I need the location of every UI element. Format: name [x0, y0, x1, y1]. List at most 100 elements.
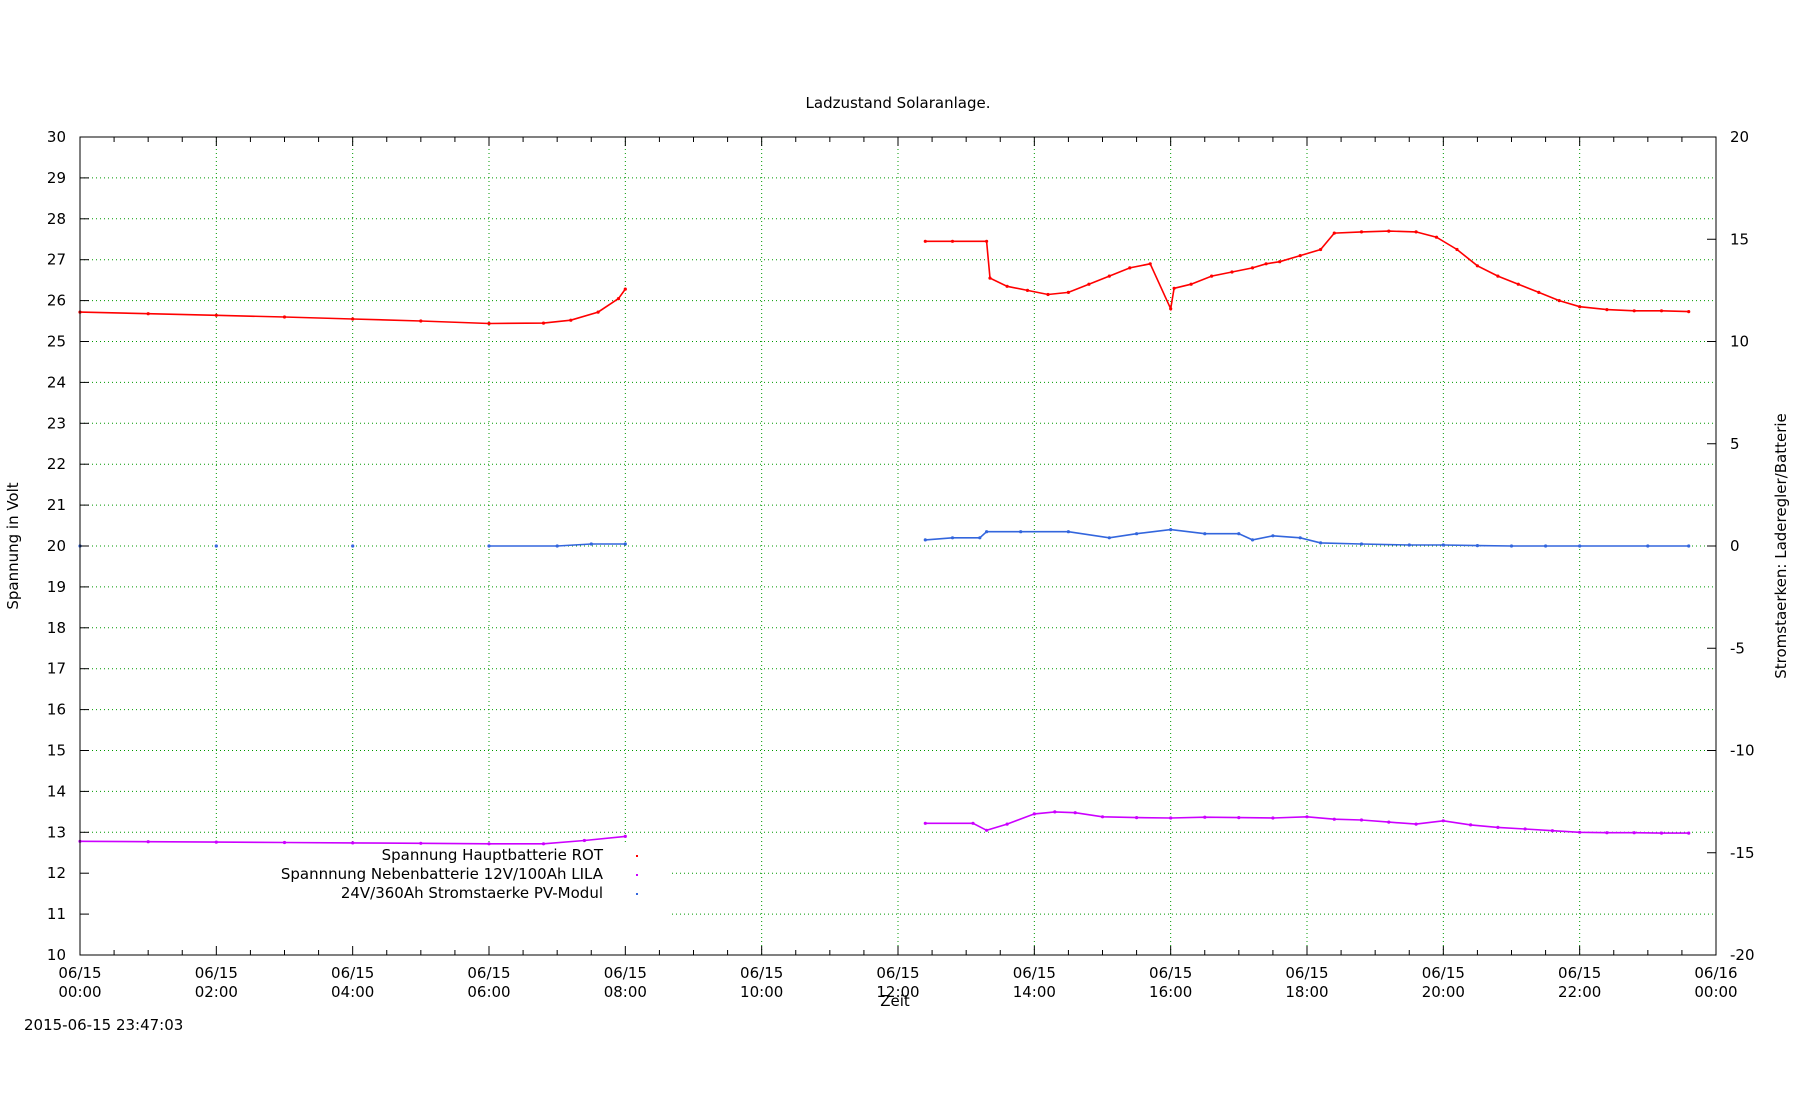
legend-marker — [636, 893, 638, 895]
x-tick-date: 06/16 — [1694, 964, 1737, 982]
legend-marker — [636, 874, 638, 876]
data-point — [1169, 528, 1173, 532]
y-tick-label: 21 — [47, 496, 66, 514]
data-point — [1332, 231, 1336, 235]
y2-tick-label: 10 — [1730, 333, 1749, 351]
x-tick-time: 10:00 — [740, 983, 783, 1001]
data-point — [1005, 822, 1009, 826]
data-point — [1387, 229, 1391, 233]
data-point — [1005, 284, 1009, 288]
y2-tick-label: -5 — [1730, 639, 1745, 657]
data-point — [1073, 811, 1077, 815]
y2-tick-labels: -20 -15 -10 -5 0 5 10 15 20 — [1730, 128, 1755, 964]
y-tick-label: 28 — [47, 210, 66, 228]
x-tick-date: 06/15 — [604, 964, 647, 982]
y-tick-label: 17 — [47, 660, 66, 678]
data-point — [487, 544, 491, 548]
x-tick-time: 12:00 — [876, 983, 919, 1001]
data-point — [419, 841, 423, 845]
data-point — [1019, 530, 1023, 534]
data-point — [950, 536, 955, 540]
data-point — [1237, 816, 1241, 820]
data-point — [1169, 816, 1173, 820]
x-tick-label: 06/16 00:00 — [1694, 964, 1737, 1001]
data-point — [1032, 812, 1036, 816]
data-point — [214, 313, 218, 317]
data-point — [1441, 819, 1445, 823]
data-point — [1659, 831, 1664, 835]
data-point — [985, 828, 989, 832]
data-point — [1475, 544, 1479, 548]
data-point — [569, 318, 573, 322]
data-point — [623, 834, 627, 839]
x-tick-time: 00:00 — [58, 983, 101, 1001]
grid — [80, 137, 1716, 955]
data-point — [1298, 536, 1302, 540]
data-point — [282, 840, 287, 845]
x-tick-date: 06/15 — [467, 964, 510, 982]
x-tick-time: 14:00 — [1013, 983, 1056, 1001]
data-point — [1135, 532, 1139, 536]
y-tick-label: 16 — [47, 701, 66, 719]
x-tick-label: 06/15 22:00 — [1558, 964, 1601, 1001]
data-point — [1578, 830, 1582, 834]
x-tick-date: 06/15 — [1013, 964, 1056, 982]
data-point — [1135, 816, 1139, 820]
x-tick-date: 06/15 — [58, 964, 101, 982]
data-point — [1516, 282, 1520, 286]
data-point — [1107, 274, 1111, 278]
data-point — [596, 310, 600, 314]
data-point — [923, 239, 927, 243]
series-0 — [78, 229, 1691, 326]
data-point — [146, 312, 150, 316]
data-point — [988, 276, 992, 280]
data-point — [1359, 230, 1364, 234]
x-tick-label: 06/15 16:00 — [1149, 964, 1192, 1001]
y-tick-label: 22 — [47, 455, 66, 473]
data-point — [1189, 282, 1193, 286]
data-point — [1359, 542, 1364, 546]
x-tick-time: 18:00 — [1285, 983, 1328, 1001]
data-point — [1066, 290, 1070, 294]
y2-tick-label: -20 — [1730, 946, 1755, 964]
y-tick-label: 24 — [47, 373, 66, 391]
y-tick-label: 10 — [47, 946, 66, 964]
data-point — [1148, 262, 1152, 266]
x-axis-label: Zeit — [880, 992, 910, 1010]
y-tick-label: 15 — [47, 742, 66, 760]
data-point — [1250, 538, 1255, 542]
data-point — [1475, 264, 1479, 268]
data-point — [1632, 831, 1636, 835]
data-point — [1046, 292, 1050, 297]
data-point — [971, 821, 975, 825]
data-point — [589, 542, 593, 546]
x-tick-label: 06/15 04:00 — [331, 964, 374, 1001]
y2-tick-label: 20 — [1730, 128, 1749, 146]
x-tick-date: 06/15 — [331, 964, 374, 982]
data-point — [1278, 260, 1282, 264]
x-tick-label: 06/15 06:00 — [467, 964, 510, 1001]
data-point — [555, 544, 559, 548]
data-point — [1605, 831, 1609, 835]
x-tick-time: 00:00 — [1694, 983, 1737, 1001]
chart-title: Ladzustand Solaranlage. — [806, 94, 991, 112]
y-tick-label: 23 — [47, 414, 66, 432]
data-point — [616, 297, 621, 301]
data-point — [1441, 543, 1445, 547]
x-tick-label: 06/15 14:00 — [1013, 964, 1056, 1001]
data-point — [623, 542, 627, 546]
x-tick-label: 06/15 18:00 — [1285, 964, 1328, 1001]
data-point — [1100, 815, 1105, 819]
series-line — [489, 543, 626, 547]
data-point — [1455, 247, 1459, 252]
data-point — [1053, 810, 1057, 814]
data-point — [1557, 299, 1561, 303]
data-point — [985, 530, 989, 534]
x-tick-time: 20:00 — [1422, 983, 1465, 1001]
legend-label: 24V/360Ah Stromstaerke PV-Modul — [341, 884, 603, 902]
data-point — [541, 321, 546, 325]
timestamp: 2015-06-15 23:47:03 — [24, 1016, 183, 1034]
y-tick-label: 29 — [47, 169, 66, 187]
x-tick-date: 06/15 — [1422, 964, 1465, 982]
data-point — [351, 317, 355, 321]
